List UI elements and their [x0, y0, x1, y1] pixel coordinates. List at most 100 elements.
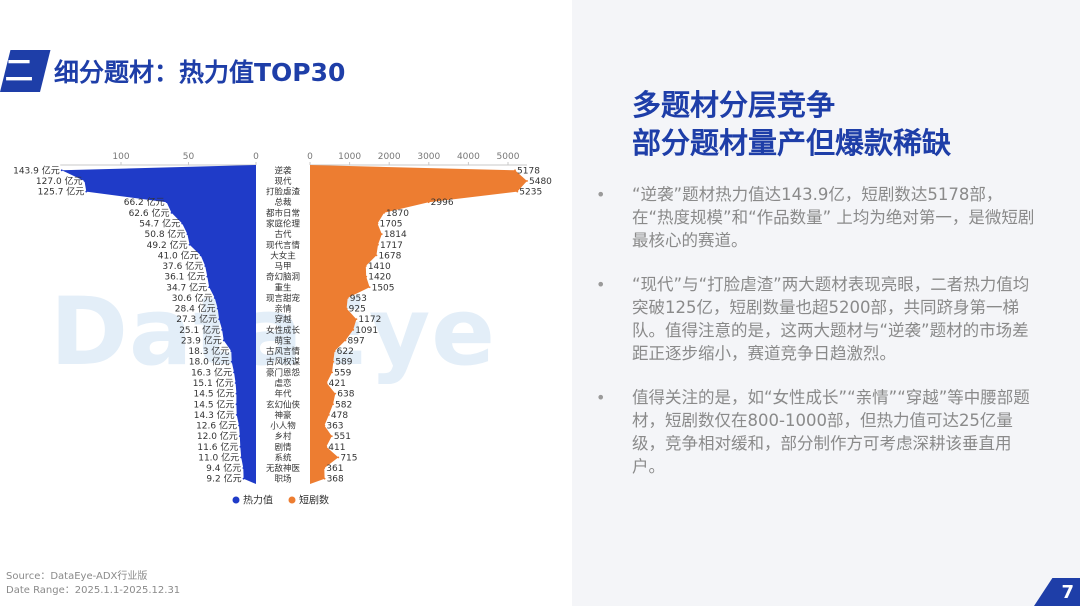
category-label: 神豪: [274, 410, 292, 421]
count-data-label: 1420: [368, 273, 391, 283]
count-point: [377, 243, 379, 246]
heat-point: [242, 477, 245, 480]
category-label: 马甲: [274, 262, 291, 272]
category-label: 古代: [274, 229, 292, 240]
heat-data-label: 23.9 亿元: [181, 334, 222, 346]
count-point: [368, 286, 371, 289]
heat-data-label: 18.3 亿元: [188, 345, 229, 357]
count-point: [323, 467, 326, 469]
heat-data-label: 9.4 亿元: [206, 462, 241, 474]
heat-point: [213, 297, 216, 299]
heat-data-label: 11.0 亿元: [198, 451, 239, 463]
heat-data-label: 50.8 亿元: [145, 228, 186, 240]
count-axis-tick-label: 3000: [417, 152, 440, 162]
category-label: 古风权谋: [266, 357, 301, 368]
bullet-marker: •: [596, 275, 606, 294]
count-point: [332, 360, 335, 363]
heat-point: [238, 435, 241, 438]
count-axis-tick-label: 5000: [497, 152, 520, 162]
heat-data-label: 127.0 亿元: [36, 175, 83, 187]
heat-data-label: 27.3 亿元: [176, 313, 217, 325]
count-data-label: 1870: [386, 209, 409, 219]
count-point: [355, 318, 358, 321]
count-data-label: 925: [349, 305, 366, 315]
heat-data-label: 14.3 亿元: [194, 409, 235, 421]
count-point: [323, 477, 326, 480]
count-point: [514, 169, 516, 172]
category-label: 萌宝: [274, 335, 291, 346]
heat-point: [186, 233, 189, 236]
heat-point: [230, 360, 233, 363]
heat-point: [206, 275, 209, 278]
legend-heat-swatch: [232, 496, 240, 504]
heat-data-label: 30.6 亿元: [172, 292, 213, 304]
heat-point: [165, 201, 168, 204]
count-axis-tick-label: 4000: [457, 152, 480, 162]
category-label: 逆袭: [274, 165, 292, 176]
insight-text: “逆袭”题材热力值达143.9亿，短剧数达5178部，在“热度规模”和“作品数量…: [632, 185, 1035, 250]
count-data-label: 1172: [358, 315, 381, 325]
category-label: 总裁: [274, 197, 292, 208]
bullet-marker: •: [596, 185, 606, 204]
heat-data-label: 12.6 亿元: [196, 420, 237, 432]
count-data-label: 1678: [378, 251, 401, 261]
heat-point: [234, 382, 237, 384]
count-axis-tick-label: 1000: [338, 152, 361, 162]
category-label: 现代言情: [266, 240, 301, 251]
count-data-label: 5235: [519, 188, 542, 198]
legend-heat-label: 热力值: [243, 494, 273, 507]
count-point: [332, 403, 334, 406]
category-label: 职场: [274, 475, 291, 485]
category-label: 现代: [274, 176, 292, 187]
category-label: 打脸虐渣: [266, 187, 301, 198]
headline-line-1: 多题材分层竞争: [632, 88, 836, 122]
category-label: 古风言情: [266, 346, 301, 357]
heat-data-label: 25.1 亿元: [179, 324, 220, 336]
category-label: 虐恋: [274, 378, 291, 389]
date-range-note: Date Range：2025.1.1-2025.12.31: [6, 585, 181, 596]
count-data-label: 361: [326, 464, 343, 474]
count-point: [346, 297, 349, 299]
bullet-marker: •: [596, 388, 606, 407]
count-area-series: [310, 165, 527, 484]
heat-data-label: 49.2 亿元: [147, 239, 188, 251]
count-point: [427, 201, 430, 204]
legend-count-swatch: [288, 496, 296, 504]
count-data-label: 638: [337, 390, 354, 400]
count-data-label: 1505: [372, 283, 395, 293]
insight-text: “现代”与“打脸虐渣”两大题材表现亮眼，二者热力值均突破125亿，短剧数量也超5…: [632, 275, 1030, 363]
insight-text: 值得关注的是，如“女性成长”“亲情”“穿越”等中腰部题材，短剧数仅在800-10…: [632, 388, 1030, 476]
heat-point: [230, 350, 233, 352]
count-data-label: 411: [328, 443, 345, 453]
right-panel: [572, 0, 1080, 606]
heat-data-label: 11.6 亿元: [197, 441, 238, 453]
category-label: 女性成长: [266, 325, 301, 336]
count-point: [328, 413, 330, 416]
count-data-label: 897: [348, 336, 365, 346]
count-data-label: 1410: [368, 262, 391, 272]
heat-data-label: 54.7 亿元: [139, 217, 180, 229]
count-point: [334, 392, 337, 395]
count-data-label: 582: [335, 400, 352, 410]
count-data-label: 1717: [380, 241, 403, 251]
heat-data-label: 34.7 亿元: [166, 281, 207, 293]
count-axis-tick-label: 0: [307, 152, 313, 162]
category-label: 重生: [274, 282, 292, 293]
count-data-label: 589: [335, 358, 352, 368]
category-label: 玄幻仙侠: [266, 399, 301, 410]
count-point: [376, 222, 379, 225]
headline-line-2: 部分题材量产但爆款稀缺: [632, 126, 952, 160]
count-data-label: 5178: [517, 166, 540, 176]
count-data-label: 478: [331, 411, 348, 421]
count-data-label: 363: [326, 422, 343, 432]
heat-point: [221, 328, 224, 331]
heat-axis-tick-label: 0: [253, 152, 259, 162]
heat-data-label: 18.0 亿元: [189, 356, 230, 368]
category-label: 大女主: [270, 250, 296, 261]
heat-data-label: 9.2 亿元: [206, 473, 241, 485]
heat-point: [204, 265, 207, 267]
count-point: [380, 233, 383, 236]
heat-point: [233, 371, 235, 374]
count-data-label: 953: [350, 294, 367, 304]
